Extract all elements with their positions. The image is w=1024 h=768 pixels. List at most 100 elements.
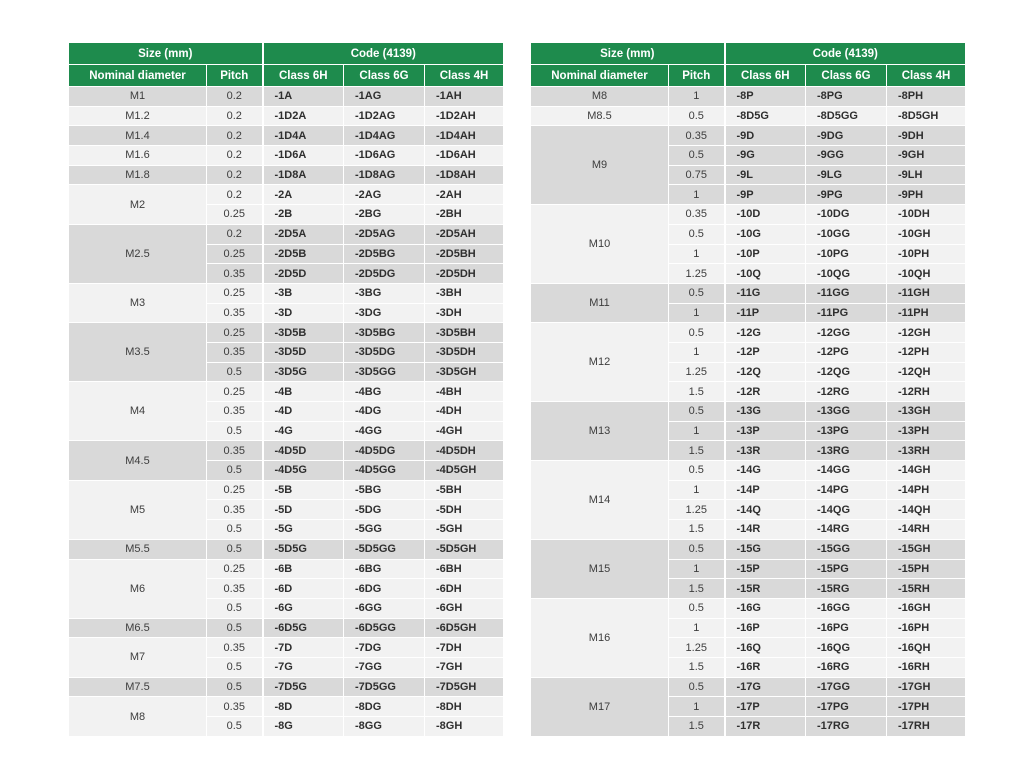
class-6g-code-cell: -12GG	[805, 322, 888, 343]
table-row: 0.5 -7G -7GG -7GH	[69, 656, 505, 678]
class-4h-code-cell: -12RH	[886, 381, 967, 402]
pitch-cell: 1.25	[667, 361, 726, 383]
pitch-cell: 1	[667, 479, 726, 501]
nominal-diameter-cell: M4	[68, 381, 207, 442]
class-6g-code-cell: -9LG	[805, 164, 888, 186]
class-4h-code-cell: -12PH	[886, 341, 967, 363]
nominal-diameter-cell: M11	[530, 282, 669, 324]
table-row: 0.5 -10G -10GG -10GH	[531, 223, 967, 245]
pitch-cell: 1	[667, 184, 726, 206]
class-4h-code-cell: -4D5DH	[424, 440, 505, 462]
class-6h-code-cell: -8G	[261, 716, 345, 737]
class-6g-code-cell: -14GG	[805, 460, 888, 481]
pitch-cell: 1	[667, 302, 726, 324]
table-row: 1 -15P -15PG -15PH	[531, 558, 967, 580]
class-6g-code-cell: -9DG	[805, 125, 888, 147]
class-6g-code-cell: -15GG	[805, 538, 888, 560]
col-header-class-4h: Class 4H	[886, 64, 967, 87]
pitch-cell: 0.5	[205, 538, 264, 560]
pitch-cell: 0.35	[205, 696, 264, 717]
pitch-cell: 0.35	[205, 263, 264, 284]
pitch-cell: 0.35	[205, 401, 264, 422]
class-4h-code-cell: -9GH	[886, 145, 967, 166]
pitch-cell: 0.5	[667, 538, 726, 560]
class-6g-code-cell: -4D5DG	[343, 440, 426, 462]
nominal-diameter-cell: M7	[68, 637, 207, 678]
nominal-diameter-cell: M13	[530, 400, 669, 462]
class-4h-code-cell: -6D5GH	[424, 617, 505, 639]
class-6h-code-cell: -10P	[723, 243, 807, 265]
nominal-diameter-cell: M4.5	[68, 440, 207, 481]
class-4h-code-cell: -4BH	[424, 381, 505, 402]
nominal-diameter-cell: M2.5	[68, 223, 207, 284]
class-6g-code-cell: -12QG	[805, 361, 888, 383]
class-6g-code-cell: -16QG	[805, 637, 888, 658]
class-6h-code-cell: -4D	[261, 401, 345, 422]
class-4h-code-cell: -3D5BH	[424, 322, 505, 343]
pitch-cell: 1	[667, 558, 726, 580]
class-6g-code-cell: -14RG	[805, 519, 888, 540]
class-6g-code-cell: -7D5GG	[343, 676, 426, 698]
class-6g-code-cell: -3D5GG	[343, 361, 426, 383]
nominal-diameter-cell: M5.5	[68, 538, 207, 560]
table-row: 1 -12P -12PG -12PH	[531, 341, 967, 363]
class-6g-code-cell: -11PG	[805, 302, 888, 324]
class-6h-code-cell: -6D	[261, 578, 345, 599]
table-row: 1.5 -15R -15RG -15RH	[531, 578, 967, 599]
class-6h-code-cell: -10D	[723, 204, 807, 225]
class-4h-code-cell: -14RH	[886, 519, 967, 540]
class-6g-code-cell: -1D4AG	[343, 125, 426, 147]
class-4h-code-cell: -10GH	[886, 223, 967, 245]
class-6g-code-cell: -5DG	[343, 499, 426, 521]
class-4h-code-cell: -4D5GH	[424, 460, 505, 481]
pitch-cell: 1	[667, 420, 726, 442]
class-6g-code-cell: -10QG	[805, 263, 888, 284]
pitch-cell: 0.35	[205, 637, 264, 658]
pitch-cell: 0.5	[667, 597, 726, 619]
class-4h-code-cell: -13RH	[886, 440, 967, 462]
nominal-diameter-cell: M9	[530, 125, 669, 206]
class-4h-code-cell: -2D5DH	[424, 263, 505, 284]
pitch-cell: 1	[667, 617, 726, 639]
nominal-diameter-cell: M8	[530, 86, 669, 107]
class-4h-code-cell: -16QH	[886, 637, 967, 658]
pitch-cell: 0.5	[205, 361, 264, 383]
table-row: M2.5 0.2 -2D5A -2D5AG -2D5AH	[68, 223, 505, 284]
class-4h-code-cell: -5D5GH	[424, 538, 505, 560]
class-6g-code-cell: -4BG	[343, 381, 426, 402]
class-6h-code-cell: -13G	[723, 401, 807, 422]
class-4h-code-cell: -3D5DH	[424, 341, 505, 363]
pitch-cell: 0.5	[205, 716, 264, 737]
nominal-diameter-cell: M1.8	[68, 164, 207, 186]
class-6h-code-cell: -6G	[261, 597, 345, 619]
table-row: 0.5 -4D5G -4D5GG -4D5GH	[69, 460, 505, 481]
class-6h-code-cell: -12P	[723, 341, 807, 363]
pitch-cell: 1.5	[667, 656, 726, 678]
nominal-diameter-cell: M1.4	[68, 125, 207, 147]
class-4h-code-cell: -13GH	[886, 401, 967, 422]
table-row: M3 0.25 -3B -3BG -3BH	[68, 282, 505, 324]
column-header-row: Nominal diameter Pitch Class 6H Class 6G…	[68, 64, 505, 87]
class-6g-code-cell: -13GG	[805, 401, 888, 422]
table-row: M9 0.35 -9D -9DG -9DH	[530, 125, 967, 206]
pitch-cell: 0.5	[205, 617, 264, 639]
class-4h-code-cell: -12GH	[886, 322, 967, 343]
pitch-cell: 0.5	[205, 519, 264, 540]
class-4h-code-cell: -4DH	[424, 401, 505, 422]
table-row: M8 1 -8P -8PG -8PH	[530, 86, 967, 107]
class-4h-code-cell: -1D2AH	[424, 105, 505, 127]
pitch-cell: 0.35	[205, 440, 264, 462]
pitch-cell: 1.5	[667, 716, 726, 737]
class-6h-code-cell: -1D4A	[261, 125, 345, 147]
class-4h-code-cell: -6DH	[424, 578, 505, 599]
table-row: M2 0.2 -2A -2AG -2AH	[68, 184, 505, 225]
table-row: M1 0.2 -1A -1AG -1AH	[68, 86, 505, 107]
class-4h-code-cell: -16PH	[886, 617, 967, 639]
nominal-diameter-cell: M3	[68, 282, 207, 324]
table-row: 1 -17P -17PG -17PH	[531, 696, 967, 717]
table-body-right: M8 1 -8P -8PG -8PH M8.5 0.5 -8D5G -8D5GG -8D5GH M9…	[530, 86, 967, 737]
pitch-cell: 0.35	[205, 578, 264, 599]
table-row: M15 0.5 -15G -15GG -15GH	[530, 538, 967, 599]
table-row: 0.5 -8G -8GG -8GH	[69, 716, 505, 737]
class-6h-code-cell: -5D5G	[261, 538, 345, 560]
